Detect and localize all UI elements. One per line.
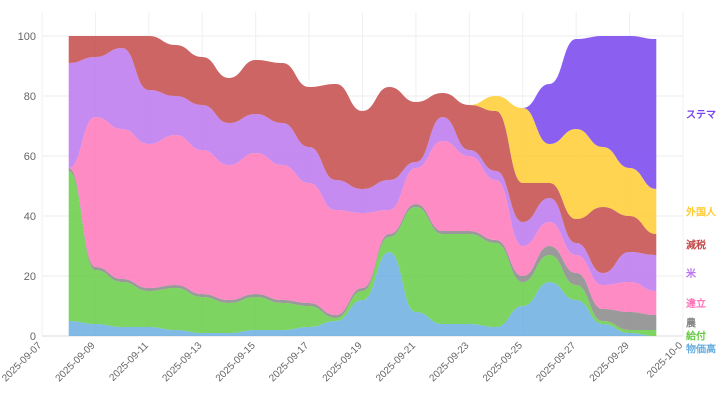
x-tick-label: 2025-09-13 — [160, 340, 204, 384]
x-tick-label: 2025-10-0 — [645, 340, 685, 380]
x-tick-label: 2025-09-09 — [54, 340, 98, 384]
area-series-減税 — [68, 36, 657, 273]
area-series-給付 — [68, 171, 657, 336]
legend-label: 物価高 — [686, 343, 716, 356]
x-tick-label: 2025-09-19 — [321, 340, 365, 384]
y-tick-label: 80 — [24, 91, 36, 103]
area-series — [68, 36, 657, 336]
area-series-米 — [68, 48, 657, 291]
area-series-ステマ — [68, 36, 657, 189]
legend-label: 外国人 — [685, 206, 717, 219]
series-legend: 物価高 給付 農 違立 米 減税 外国人 ステマ — [685, 109, 717, 356]
y-tick-label: 60 — [24, 151, 36, 163]
legend-label: ステマ — [686, 109, 716, 121]
y-tick-label: 0 — [30, 331, 36, 343]
x-axis-ticks: 2025-09-07 2025-09-09 2025-09-11 2025-09… — [0, 340, 685, 384]
legend-label: 減税 — [686, 239, 706, 252]
x-tick-label: 2025-09-25 — [481, 340, 525, 384]
area-series-物価高 — [68, 252, 657, 336]
x-tick-label: 2025-09-23 — [428, 340, 472, 384]
x-tick-label: 2025-09-11 — [108, 340, 152, 384]
x-tick-label: 2025-09-21 — [374, 340, 418, 384]
legend-label: 給付 — [686, 330, 706, 343]
y-tick-label: 100 — [18, 31, 36, 43]
x-tick-label: 2025-09-17 — [267, 340, 311, 384]
y-tick-label: 20 — [24, 271, 36, 283]
legend-label: 米 — [686, 267, 697, 280]
y-tick-label: 40 — [24, 211, 36, 223]
area-series-農 — [68, 168, 657, 330]
legend-label: 農 — [686, 317, 697, 330]
y-axis-ticks: 0 20 40 60 80 100 — [18, 31, 36, 343]
x-tick-label: 2025-09-27 — [534, 340, 578, 384]
legend-label: 違立 — [686, 297, 706, 310]
area-series-違立 — [68, 117, 657, 315]
x-tick-label: 2025-09-15 — [214, 340, 258, 384]
x-tick-label: 2025-09-07 — [0, 340, 44, 384]
area-series-外国人 — [68, 36, 657, 234]
x-tick-label: 2025-09-29 — [588, 340, 632, 384]
